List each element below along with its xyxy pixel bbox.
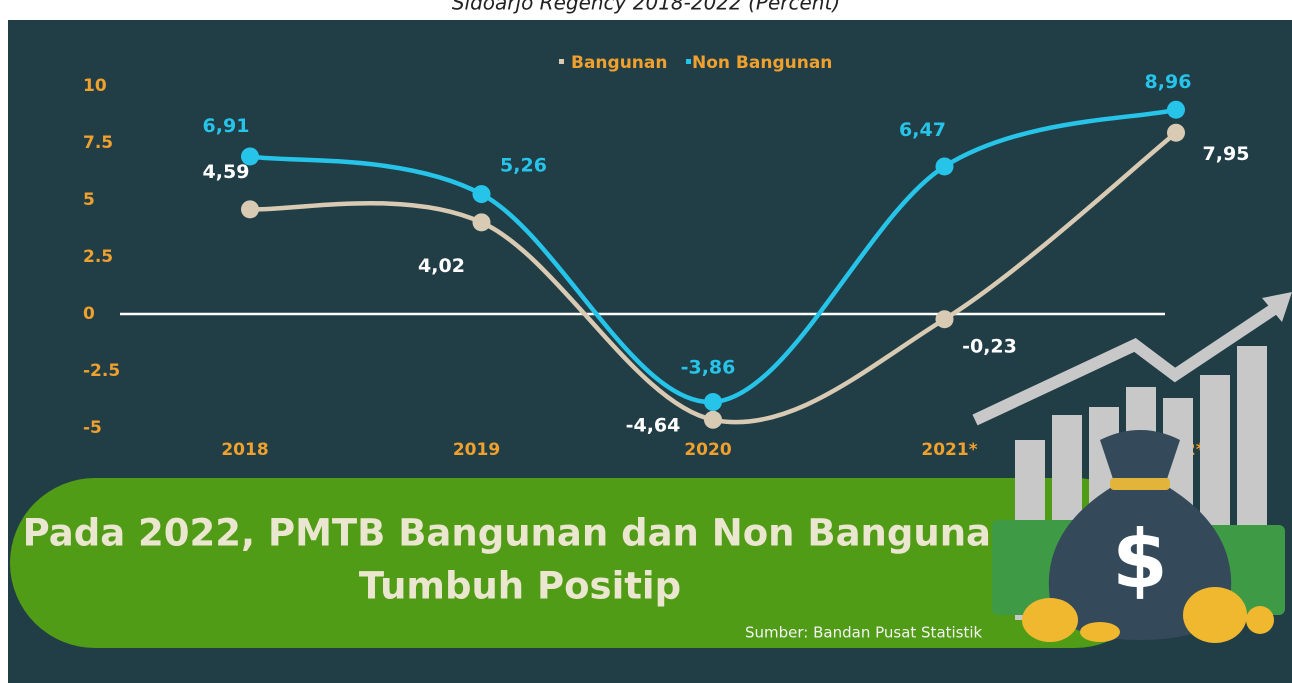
deco-coin bbox=[1080, 622, 1120, 642]
money-decoration: $ bbox=[972, 292, 1292, 643]
value-label: 7,95 bbox=[1203, 143, 1250, 165]
point bbox=[241, 200, 259, 219]
value-label: 6,47 bbox=[899, 119, 946, 141]
chart-title: Sidoarjo Regency 2018-2022 (Percent) bbox=[452, 0, 840, 15]
point bbox=[1167, 123, 1185, 142]
banner-line: Pada 2022, PMTB Bangunan dan Non Banguna… bbox=[23, 512, 1018, 555]
point bbox=[472, 213, 491, 232]
source: Sumber: Bandan Pusat Statistik bbox=[745, 624, 983, 642]
value-label: 5,26 bbox=[500, 155, 547, 177]
value-label: -4,64 bbox=[626, 414, 681, 436]
point bbox=[241, 147, 259, 166]
deco-bag-tie bbox=[1110, 478, 1170, 490]
legend-label: Non Bangunan bbox=[692, 53, 832, 73]
y-tick-label: 0 bbox=[83, 304, 95, 324]
plot: 107.552.50-2.5-52018201920202021*2022**B… bbox=[83, 53, 1249, 460]
x-tick-label: 2021* bbox=[921, 440, 977, 460]
legend-swatch bbox=[559, 59, 564, 64]
banner bbox=[10, 478, 1160, 648]
x-tick-label: 2018 bbox=[221, 440, 268, 460]
point bbox=[472, 185, 491, 204]
y-tick-label: -2.5 bbox=[83, 361, 120, 381]
point bbox=[935, 157, 954, 176]
deco-coin bbox=[1183, 587, 1247, 643]
y-tick-label: 7.5 bbox=[83, 133, 113, 153]
deco-dollar: $ bbox=[1112, 513, 1168, 606]
deco-bag bbox=[1048, 430, 1232, 640]
deco-coin bbox=[1246, 606, 1274, 634]
y-tick-label: 2.5 bbox=[83, 247, 113, 267]
y-tick-label: 10 bbox=[83, 76, 107, 96]
y-tick-label: 5 bbox=[83, 190, 95, 210]
banner-line: Tumbuh Positip bbox=[359, 565, 681, 608]
x-tick-label: 2020 bbox=[684, 440, 731, 460]
x-tick-label: 2019 bbox=[453, 440, 500, 460]
deco-arrow bbox=[972, 300, 1284, 426]
value-label: 6,91 bbox=[203, 115, 250, 137]
value-label: 8,96 bbox=[1145, 71, 1192, 93]
value-label: 4,59 bbox=[203, 161, 250, 183]
point bbox=[935, 310, 954, 329]
value-label: 4,02 bbox=[418, 255, 465, 277]
point bbox=[1167, 100, 1185, 119]
point bbox=[704, 393, 722, 412]
point bbox=[704, 410, 722, 429]
legend-label: Bangunan bbox=[571, 53, 667, 73]
value-label: -0,23 bbox=[962, 336, 1017, 358]
legend-swatch bbox=[686, 59, 691, 64]
value-label: -3,86 bbox=[681, 357, 736, 379]
y-tick-label: -5 bbox=[83, 418, 102, 438]
deco-coin bbox=[1022, 598, 1078, 642]
deco-arrowhead bbox=[1262, 292, 1292, 322]
